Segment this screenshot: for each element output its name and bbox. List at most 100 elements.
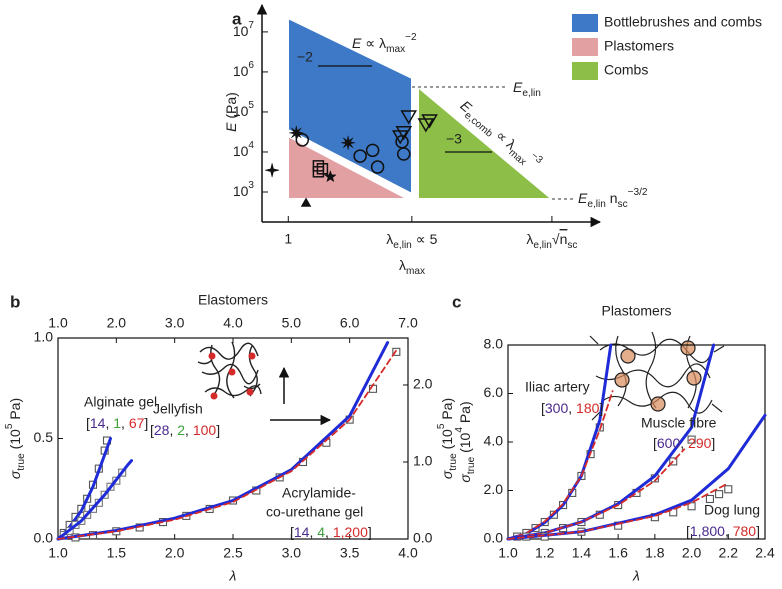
- text-part: ,: [680, 435, 688, 451]
- text-part: 4: [317, 524, 325, 540]
- y-tick-label: 0.0: [34, 530, 54, 546]
- data-point: [395, 126, 413, 141]
- text-part: σ: [457, 474, 473, 483]
- text-part: sc: [618, 199, 628, 210]
- text-part: [: [290, 524, 294, 540]
- text-part: E: [223, 122, 239, 132]
- x-tick-label: 3.0: [282, 545, 302, 561]
- network-inset-b: [197, 341, 262, 400]
- text-part: ,: [725, 523, 733, 539]
- text-part: 1,200: [333, 524, 368, 540]
- data-point: [397, 147, 411, 161]
- text-part: sc: [567, 240, 577, 251]
- text-part: ]: [368, 524, 372, 540]
- annotation: Ee,lin: [513, 79, 541, 99]
- y-tick-label: 107: [233, 20, 255, 39]
- text-part: λ: [399, 257, 406, 273]
- text-part: [: [686, 523, 690, 539]
- x-tick-label: 3.5: [340, 545, 360, 561]
- text-part: 5: [248, 100, 254, 111]
- text-part: σ: [439, 470, 455, 479]
- data-point: [724, 485, 733, 494]
- x-tick-label: λe,lin ∝ 5: [386, 231, 437, 251]
- x2-tick-label: 5.0: [282, 315, 302, 331]
- text-part: ,: [105, 415, 113, 431]
- text-part: 10: [233, 143, 249, 159]
- text-part: E: [352, 35, 362, 51]
- text-part: 4: [248, 140, 254, 151]
- text-part: 67: [129, 415, 145, 431]
- x-tick-label: 1.2: [535, 545, 555, 561]
- data-point: [300, 197, 312, 207]
- chart-title: Elastomers: [198, 292, 268, 308]
- text-part: 780: [733, 523, 757, 539]
- text-part: true: [16, 453, 27, 471]
- y-tick-label: 0.0: [484, 530, 504, 546]
- text-part: 10: [233, 63, 249, 79]
- text-part: Pa): [439, 398, 455, 424]
- data-point: [312, 160, 325, 172]
- text-part: σ: [7, 470, 23, 479]
- text-part: [: [653, 435, 657, 451]
- x-tick-label: 2.5: [223, 545, 243, 561]
- y2-tick-label: 0.0: [413, 530, 433, 546]
- panel-letter: a: [232, 9, 242, 28]
- data-point: [391, 130, 409, 145]
- data-point: [705, 494, 714, 504]
- text-part: ∝ λ: [361, 35, 386, 51]
- text-part: 7: [248, 20, 254, 31]
- text-part: √: [552, 231, 560, 247]
- text-part: λ: [526, 231, 533, 247]
- x2-tick-label: 1.0: [48, 315, 68, 331]
- data-point: [417, 118, 435, 133]
- y-tick-label: 2.0: [484, 481, 504, 497]
- text-part: true: [466, 456, 477, 474]
- data-point: [687, 502, 696, 511]
- y-tick-label: 105: [233, 100, 255, 119]
- annotation: E ∝ λmax−2: [352, 32, 417, 55]
- annotation: Acrylamide-: [282, 485, 356, 501]
- y-tick-label: 8.0: [484, 336, 504, 352]
- y-axis-label: σtrue (105 Pa): [4, 398, 27, 479]
- y-tick-label: 1.0: [34, 329, 54, 345]
- text-part: max: [386, 44, 405, 55]
- text-part: ,: [169, 422, 177, 438]
- legend-label: Bottlebrushes and combs: [604, 14, 762, 30]
- x-tick-label: 4.0: [398, 545, 418, 561]
- text-part: 2: [177, 422, 185, 438]
- legend-label: Plastomers: [604, 38, 674, 54]
- x-tick-label: 2.0: [682, 545, 702, 561]
- region: [287, 134, 409, 200]
- annotation: −3: [446, 131, 462, 147]
- text-part: −3/2: [628, 187, 648, 198]
- fit-line: [56, 341, 390, 541]
- x2-tick-label: 6.0: [340, 315, 360, 331]
- text-part: λ: [386, 231, 393, 247]
- y-axis-label: E (Pa): [223, 92, 239, 132]
- text-part: ,: [185, 422, 193, 438]
- text-part: E: [578, 190, 588, 206]
- x-tick-label: λe,lin√nsc: [526, 231, 577, 251]
- text-part: ]: [144, 415, 148, 431]
- x-tick-label: 2.2: [719, 545, 739, 561]
- text-part: e,lin: [587, 199, 606, 210]
- text-part: −3: [529, 150, 545, 166]
- text-part: Pa): [457, 401, 473, 427]
- text-part: ,: [309, 524, 317, 540]
- text-part: max: [406, 266, 425, 277]
- data-point: [687, 435, 696, 444]
- text-part: 3: [248, 180, 254, 191]
- text-part: ,: [121, 415, 129, 431]
- text-part: 4: [454, 427, 465, 433]
- x-axis-label: λmax: [399, 257, 425, 277]
- text-part: 290: [688, 435, 712, 451]
- text-part: 6: [248, 60, 254, 71]
- data-point: [715, 490, 724, 499]
- x-tick-label: 1: [284, 231, 292, 247]
- y-axis-label: σtrue (104 Pa): [454, 401, 477, 482]
- y2-tick-label: 2.0: [413, 376, 433, 392]
- text-part: (10: [439, 429, 455, 453]
- text-part: 300: [545, 400, 569, 416]
